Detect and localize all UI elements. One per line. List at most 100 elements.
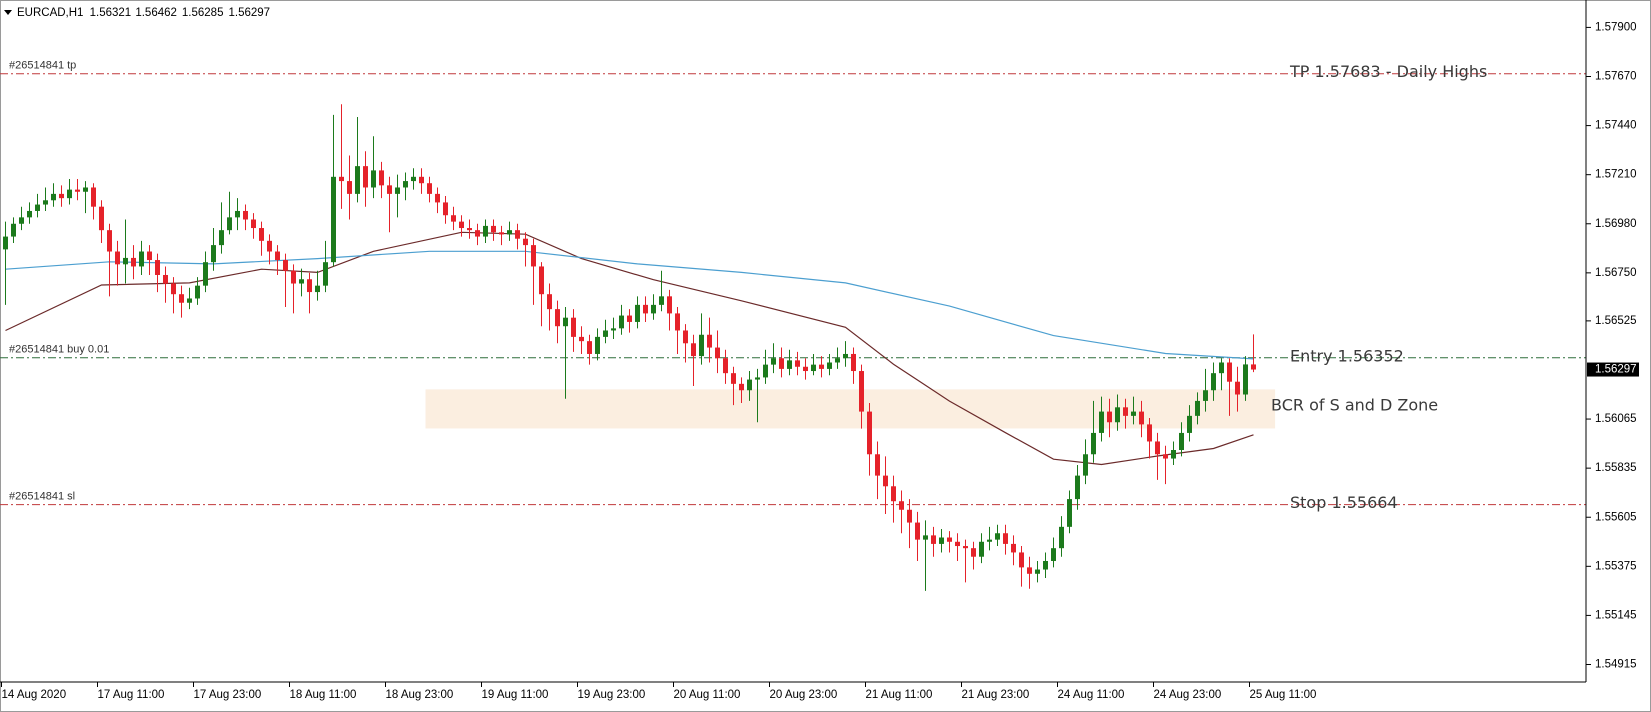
candle-body [763,364,768,378]
zone-label: BCR of S and D Zone [1271,395,1438,414]
candle-body [563,317,568,327]
x-tick-label: 14 Aug 2020 [2,689,67,701]
candle-body [147,251,152,261]
candle-body [971,548,976,557]
candle-body [691,343,696,357]
candle-body [1179,432,1184,451]
candle-body [907,509,912,523]
bar-low: 1.56285 [182,7,224,19]
candle-body [251,219,256,229]
candle-body [659,296,664,305]
candle-body [323,262,328,286]
candle-body [579,336,584,342]
candle-body [363,166,368,188]
y-tick-label: 1.55835 [1595,462,1637,474]
x-tick-label: 20 Aug 23:00 [770,689,838,701]
candle-body [939,537,944,544]
candle-body [507,230,512,235]
candle-body [123,257,128,265]
candle-body [1203,390,1208,401]
candle-body [843,353,848,359]
y-tick-label: 1.57670 [1595,71,1637,83]
candle-body [587,341,592,354]
candle-body [1059,526,1064,549]
candle-body [651,304,656,314]
candle-body [155,260,160,275]
x-tick-label: 18 Aug 23:00 [386,689,454,701]
candle-body [811,364,816,372]
bar-high: 1.56462 [135,7,177,19]
candle-body [779,358,784,369]
candle-body [707,334,712,348]
y-tick-label: 1.55375 [1595,560,1637,572]
y-tick-label: 1.55605 [1595,511,1637,523]
candle-body [1123,407,1128,416]
candle-body [1115,407,1120,423]
candle-body [571,317,576,337]
price-box [1587,362,1639,377]
x-tick-label: 21 Aug 11:00 [866,689,933,701]
candle-body [819,364,824,369]
candle-body [875,454,880,476]
candle-body [675,313,680,331]
candle-body [915,522,920,540]
candle-body [131,257,136,267]
candle-body [987,539,992,542]
level-note: Stop 1.55664 [1290,493,1398,512]
candle-body [107,230,112,252]
candle-body [1003,533,1008,544]
candle-body [467,228,472,231]
candle-body [1067,499,1072,527]
level-note: TP 1.57683 - Daily Highs [1289,62,1487,81]
candle-body [771,358,776,365]
candle-body [267,240,272,252]
candle-body [1227,362,1232,382]
candle-body [755,377,760,380]
candle-body [35,204,40,211]
candle-body [59,193,64,199]
candle-body [1243,364,1248,395]
candle-body [307,279,312,293]
candle-body [947,537,952,542]
candle-body [859,371,864,412]
candle-body [219,230,224,246]
candle-body [867,411,872,455]
x-tick-label: 24 Aug 23:00 [1154,689,1222,701]
candle-body [443,202,448,216]
candle-body [595,336,600,354]
x-tick-label: 19 Aug 23:00 [578,689,646,701]
candle-body [1035,569,1040,574]
candle-body [899,501,904,510]
candle-body [555,309,560,327]
candle-body [163,274,168,284]
candle-body [387,185,392,194]
candle-body [243,210,248,220]
x-tick-label: 21 Aug 23:00 [962,689,1030,701]
price-box-label: 1.56297 [1595,364,1637,376]
candle-body [835,358,840,363]
candle-body [635,304,640,322]
candle-body [1027,567,1032,574]
candle-body [851,353,856,372]
candle-body [803,366,808,372]
candle-body [99,206,104,231]
candle-body [211,245,216,263]
candle-body [667,296,672,314]
candle-body [491,225,496,233]
menu-arrow[interactable] [4,10,12,15]
candle-body [1139,411,1144,425]
candle-body [955,541,960,547]
y-tick-label: 1.57440 [1595,120,1637,132]
level-note: Entry 1.56352 [1290,346,1404,365]
candle-body [539,266,544,295]
x-tick-label: 19 Aug 11:00 [482,689,549,701]
candle-body [963,546,968,549]
candle-body [259,228,264,241]
y-tick-label: 1.57900 [1595,21,1637,33]
candle-body [203,262,208,286]
candle-body [235,210,240,218]
candle-body [395,187,400,194]
candle-body [171,283,176,295]
